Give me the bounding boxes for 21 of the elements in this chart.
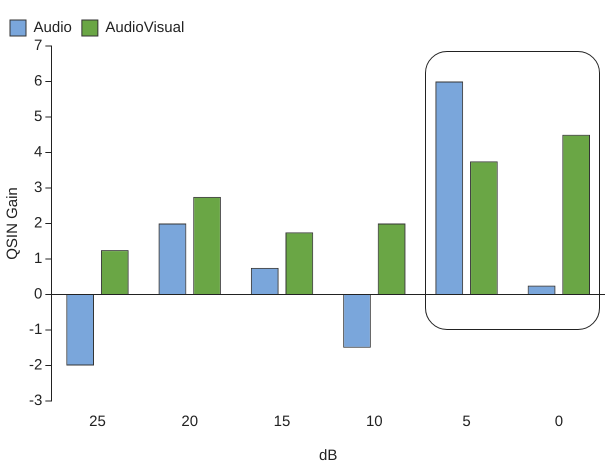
x-tick-label: 0 bbox=[554, 413, 564, 430]
x-tick-label: 10 bbox=[366, 413, 383, 430]
y-tick-label: 3 bbox=[34, 179, 42, 196]
legend-label: AudioVisual bbox=[105, 19, 184, 36]
y-tick-label: 6 bbox=[34, 72, 42, 90]
x-tick-label: 25 bbox=[89, 413, 106, 430]
y-axis-title: QSIN Gain bbox=[4, 187, 22, 260]
y-tick-label: 2 bbox=[34, 214, 42, 232]
x-axis-title: dB bbox=[318, 447, 338, 464]
y-tick-label: -2 bbox=[28, 356, 42, 374]
y-tick-label: -1 bbox=[28, 321, 42, 338]
y-tick-label: 1 bbox=[34, 250, 42, 268]
y-tick-label: -3 bbox=[28, 392, 42, 410]
x-tick-label: 20 bbox=[181, 413, 198, 430]
y-tick-label: 4 bbox=[34, 144, 42, 161]
y-tick-label: 0 bbox=[34, 286, 42, 303]
y-tick-label: 5 bbox=[34, 108, 42, 126]
legend-label: Audio bbox=[34, 19, 72, 36]
y-tick-label: 7 bbox=[34, 37, 42, 54]
x-tick-label: 5 bbox=[462, 413, 471, 430]
x-tick-label: 15 bbox=[274, 413, 290, 430]
